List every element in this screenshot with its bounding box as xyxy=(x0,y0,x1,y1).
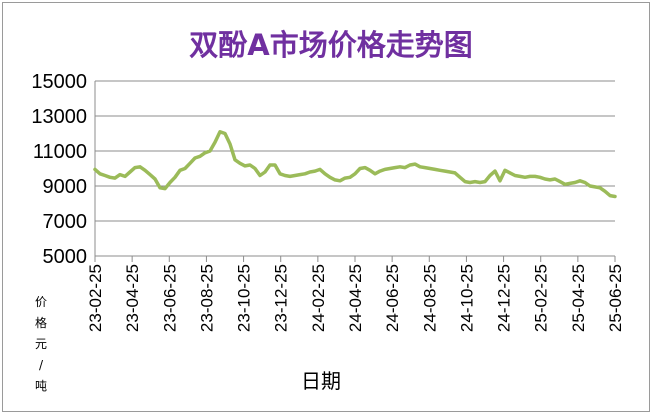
grid-lines xyxy=(95,80,615,222)
y-tick-label: 9000 xyxy=(43,176,88,198)
x-tick-label: 23-02-25 xyxy=(86,264,105,332)
x-tick-label: 24-10-25 xyxy=(457,264,476,332)
series-line xyxy=(93,130,617,199)
y-axis-label-char: 元 xyxy=(35,337,47,351)
y-tick-label: 5000 xyxy=(43,246,88,268)
x-axis-label: 日期 xyxy=(301,369,341,393)
x-tick-label: 25-04-25 xyxy=(569,264,588,332)
x-tick-label: 24-02-25 xyxy=(309,264,328,332)
y-tick-label: 11000 xyxy=(33,141,87,163)
line-chart: 双酚A市场价格走势图 15000 13000 11000 9000 7000 5000 2… xyxy=(31,28,625,393)
x-tick-labels: 23-02-25 23-04-25 23-06-25 23-08-25 23-10-25… xyxy=(86,256,625,332)
x-tick-label: 23-06-25 xyxy=(160,264,179,332)
x-tick-label: 25-06-25 xyxy=(606,264,625,332)
x-tick-label: 25-02-25 xyxy=(532,264,551,332)
y-tick-labels: 15000 13000 11000 9000 7000 5000 xyxy=(31,71,87,268)
x-tick-label: 24-08-25 xyxy=(420,264,439,332)
y-tick-label: 7000 xyxy=(43,211,88,233)
x-tick-label: 23-10-25 xyxy=(235,264,254,332)
y-axis-label-char: 价 xyxy=(35,295,47,309)
y-axis-label-char: 格 xyxy=(35,315,47,330)
chart-title: 双酚A市场价格走势图 xyxy=(189,28,472,62)
y-tick-label: 15000 xyxy=(31,71,87,93)
x-tick-label: 23-12-25 xyxy=(272,264,291,332)
y-tick-label: 13000 xyxy=(31,106,87,128)
x-tick-label: 24-12-25 xyxy=(495,264,514,332)
x-tick-label: 24-04-25 xyxy=(346,264,365,332)
x-tick-label: 23-08-25 xyxy=(197,264,216,332)
axes xyxy=(94,81,615,257)
x-tick-label: 24-06-25 xyxy=(383,264,402,332)
y-axis-label-char: 吨 xyxy=(35,379,47,393)
series-group xyxy=(93,130,617,199)
x-tick-label: 23-04-25 xyxy=(123,264,142,332)
chart-frame: 双酚A市场价格走势图 15000 13000 11000 9000 7000 5000 2… xyxy=(2,2,650,412)
y-axis-label-char: / xyxy=(39,358,44,372)
y-axis-label: 价格元 / 吨 xyxy=(35,295,47,393)
